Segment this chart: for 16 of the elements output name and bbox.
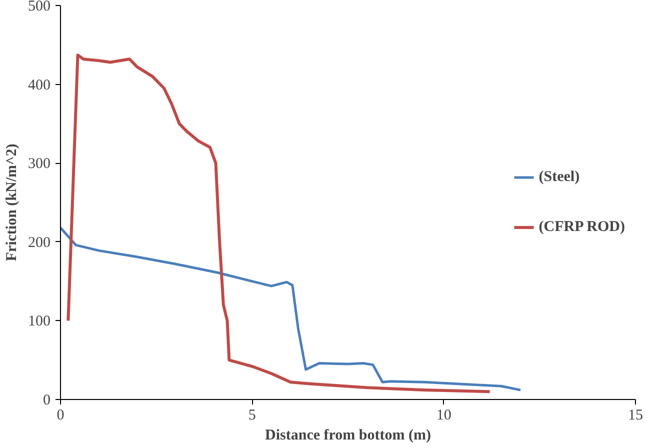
y-tick-label: 300 <box>28 156 50 172</box>
legend-label: (CFRP ROD) <box>538 218 625 236</box>
y-tick-label: 500 <box>28 0 50 14</box>
x-tick-label: 10 <box>436 408 452 424</box>
line-series <box>60 226 522 392</box>
line-series <box>66 54 492 394</box>
x-axis-title: Distance from bottom (m) <box>265 428 431 444</box>
x-tick-label: 5 <box>248 408 256 424</box>
y-tick-label: 0 <box>43 392 50 408</box>
x-tick-label: 0 <box>56 408 64 424</box>
legend-label: (Steel) <box>538 168 580 186</box>
y-tick-label: 100 <box>28 314 50 330</box>
y-tick-label: 400 <box>28 77 50 94</box>
x-tick-label: 15 <box>628 408 643 424</box>
y-axis-title: Friction (kN/m^2) <box>4 144 20 262</box>
y-tick-label: 200 <box>28 234 50 251</box>
